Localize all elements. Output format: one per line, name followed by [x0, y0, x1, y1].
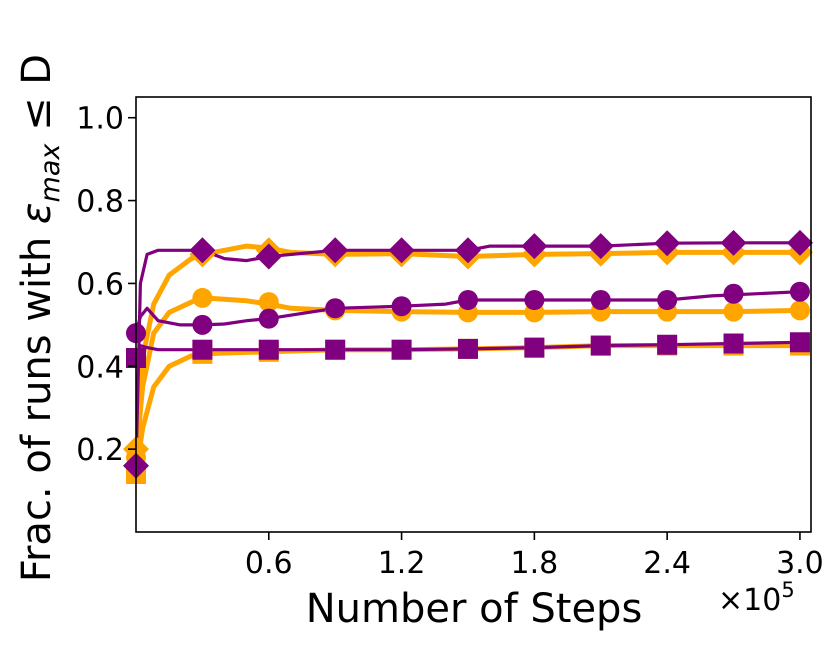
y-axis-label-prefix: Frac. of runs with [14, 224, 60, 582]
x-axis-multiplier-exp: 5 [781, 578, 794, 602]
series-4-circle-marker [723, 283, 744, 304]
y-tick-label: 0.2 [76, 433, 124, 468]
y-axis-label-symbol: ε [14, 202, 60, 224]
series-4-circle-marker [258, 308, 279, 329]
series-4-circle-marker [789, 281, 810, 302]
x-tick-label: 2.4 [643, 546, 691, 581]
series-5-square-marker [325, 339, 346, 360]
series-1-circle-marker [192, 287, 213, 308]
x-axis-ticks: 0.6 1.2 1.8 2.4 3.0 [245, 532, 824, 581]
x-tick-label: 1.8 [511, 546, 559, 581]
x-axis-multiplier: ×105 [718, 578, 795, 618]
series-5-square-marker [524, 337, 545, 358]
series-3-diamond-marker [388, 237, 415, 264]
series-5-square-marker [192, 339, 213, 360]
marker-layer [123, 229, 813, 484]
series-1-circle-marker [723, 301, 744, 322]
y-axis-label-suffix: ≤ D [14, 54, 60, 144]
series-3-diamond-marker [786, 229, 813, 256]
series-5-square-marker [590, 335, 611, 356]
series-4-circle-marker [657, 290, 678, 310]
y-tick-label: 0.4 [76, 350, 124, 385]
series-5-square-marker [391, 339, 412, 360]
y-tick-label: 0.6 [76, 267, 124, 302]
series-5-square-marker [789, 332, 810, 353]
series-3-diamond-marker [189, 237, 216, 264]
series-3-diamond-marker [322, 237, 349, 264]
x-tick-label: 3.0 [776, 546, 824, 581]
series-3-diamond-marker [521, 233, 548, 260]
y-axis-ticks: 0.2 0.4 0.6 0.8 1.0 [76, 102, 136, 468]
x-tick-label: 0.6 [245, 546, 293, 581]
series-line-1 [136, 295, 803, 460]
plot-frame [135, 96, 812, 533]
series-4-circle-marker [391, 296, 412, 317]
x-axis-multiplier-base: ×10 [718, 583, 781, 618]
y-tick-label: 0.8 [76, 185, 124, 220]
series-4-circle-marker [524, 290, 545, 310]
series-5-square-marker [457, 338, 478, 359]
y-axis-label-sub: max [35, 143, 66, 203]
x-tick-label: 1.2 [378, 546, 426, 581]
series-4-circle-marker [457, 290, 478, 310]
series-4-circle-marker [192, 314, 213, 335]
series-1-circle-marker [258, 292, 279, 313]
y-axis-label: Frac. of runs with εmax ≤ D [14, 54, 66, 582]
series-5-square-marker [657, 334, 678, 355]
series-5-square-marker [723, 333, 744, 354]
series-4-circle-marker [325, 298, 346, 319]
series-4-circle-marker [590, 290, 611, 310]
series-1-circle-marker [789, 300, 810, 321]
series-3-diamond-marker [720, 229, 747, 256]
series-5-square-marker [258, 339, 279, 360]
y-tick-label: 1.0 [76, 102, 124, 137]
x-axis-label: Number of Steps [306, 586, 643, 632]
series-3-diamond-marker [654, 230, 681, 257]
series-3-diamond-marker [587, 233, 614, 260]
series-3-diamond-marker [255, 243, 282, 270]
series-3-diamond-marker [454, 237, 481, 264]
series-line-4 [136, 290, 802, 335]
